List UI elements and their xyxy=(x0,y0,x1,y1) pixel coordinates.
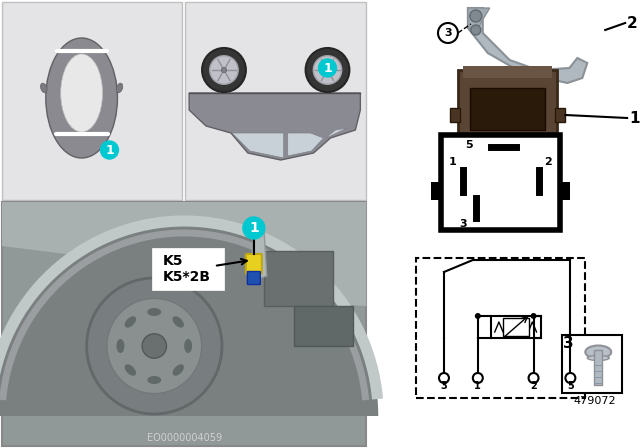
Text: 1: 1 xyxy=(323,61,332,74)
Polygon shape xyxy=(232,133,284,158)
FancyBboxPatch shape xyxy=(470,88,545,130)
Text: 5: 5 xyxy=(567,381,573,391)
Ellipse shape xyxy=(173,364,184,376)
FancyBboxPatch shape xyxy=(458,70,557,140)
Circle shape xyxy=(471,25,481,35)
FancyBboxPatch shape xyxy=(563,335,622,393)
FancyBboxPatch shape xyxy=(595,350,602,385)
FancyBboxPatch shape xyxy=(502,318,529,336)
FancyBboxPatch shape xyxy=(450,108,460,122)
Ellipse shape xyxy=(116,339,124,353)
FancyBboxPatch shape xyxy=(491,316,541,338)
Ellipse shape xyxy=(61,54,102,132)
Circle shape xyxy=(565,373,575,383)
Text: 3: 3 xyxy=(563,336,573,350)
Text: 3: 3 xyxy=(440,381,447,391)
Circle shape xyxy=(439,373,449,383)
Text: 1: 1 xyxy=(474,381,481,391)
Text: 479072: 479072 xyxy=(573,396,616,406)
Circle shape xyxy=(531,313,536,319)
Text: 3: 3 xyxy=(459,219,467,229)
FancyBboxPatch shape xyxy=(556,108,565,122)
Text: 2: 2 xyxy=(530,381,537,391)
Text: EO0000004059: EO0000004059 xyxy=(147,433,221,443)
Circle shape xyxy=(313,56,342,84)
Ellipse shape xyxy=(116,83,123,93)
Polygon shape xyxy=(326,128,348,138)
Ellipse shape xyxy=(40,83,47,93)
Ellipse shape xyxy=(588,356,609,361)
Circle shape xyxy=(210,56,238,84)
FancyBboxPatch shape xyxy=(441,135,561,230)
Text: 1: 1 xyxy=(629,111,639,125)
Circle shape xyxy=(86,278,222,414)
Polygon shape xyxy=(2,202,366,306)
FancyBboxPatch shape xyxy=(152,248,224,290)
Circle shape xyxy=(202,48,246,92)
FancyBboxPatch shape xyxy=(416,258,586,398)
FancyBboxPatch shape xyxy=(264,251,333,306)
FancyBboxPatch shape xyxy=(2,2,182,200)
Polygon shape xyxy=(189,93,360,160)
Text: 3: 3 xyxy=(444,28,452,38)
Ellipse shape xyxy=(147,376,161,384)
Text: 2: 2 xyxy=(545,157,552,167)
Circle shape xyxy=(470,10,482,22)
Text: 2: 2 xyxy=(627,16,637,30)
Circle shape xyxy=(475,313,481,319)
Circle shape xyxy=(221,67,227,73)
FancyBboxPatch shape xyxy=(559,182,570,200)
Polygon shape xyxy=(287,133,323,156)
Circle shape xyxy=(319,59,337,77)
FancyBboxPatch shape xyxy=(431,182,443,200)
Text: K5: K5 xyxy=(163,254,183,268)
Polygon shape xyxy=(468,8,588,83)
Text: 1: 1 xyxy=(249,221,259,235)
Wedge shape xyxy=(0,221,378,416)
Ellipse shape xyxy=(184,339,192,353)
Circle shape xyxy=(142,334,166,358)
Ellipse shape xyxy=(586,345,611,358)
Polygon shape xyxy=(251,226,267,281)
Circle shape xyxy=(100,141,118,159)
Ellipse shape xyxy=(173,316,184,327)
FancyBboxPatch shape xyxy=(463,66,552,78)
Circle shape xyxy=(473,373,483,383)
Circle shape xyxy=(529,373,538,383)
Circle shape xyxy=(243,217,265,239)
FancyBboxPatch shape xyxy=(248,271,260,284)
Circle shape xyxy=(305,48,349,92)
Text: 1: 1 xyxy=(105,143,114,156)
Ellipse shape xyxy=(125,316,136,327)
FancyBboxPatch shape xyxy=(2,202,366,446)
Ellipse shape xyxy=(46,38,118,158)
Text: K5*2B: K5*2B xyxy=(163,270,211,284)
Polygon shape xyxy=(468,8,490,28)
Circle shape xyxy=(325,67,330,73)
Circle shape xyxy=(107,298,202,394)
Text: 1: 1 xyxy=(449,157,457,167)
Text: 5: 5 xyxy=(465,140,473,150)
Circle shape xyxy=(438,23,458,43)
FancyBboxPatch shape xyxy=(294,306,353,346)
FancyBboxPatch shape xyxy=(246,254,262,274)
Ellipse shape xyxy=(125,364,136,376)
Ellipse shape xyxy=(147,308,161,316)
FancyBboxPatch shape xyxy=(185,2,366,200)
